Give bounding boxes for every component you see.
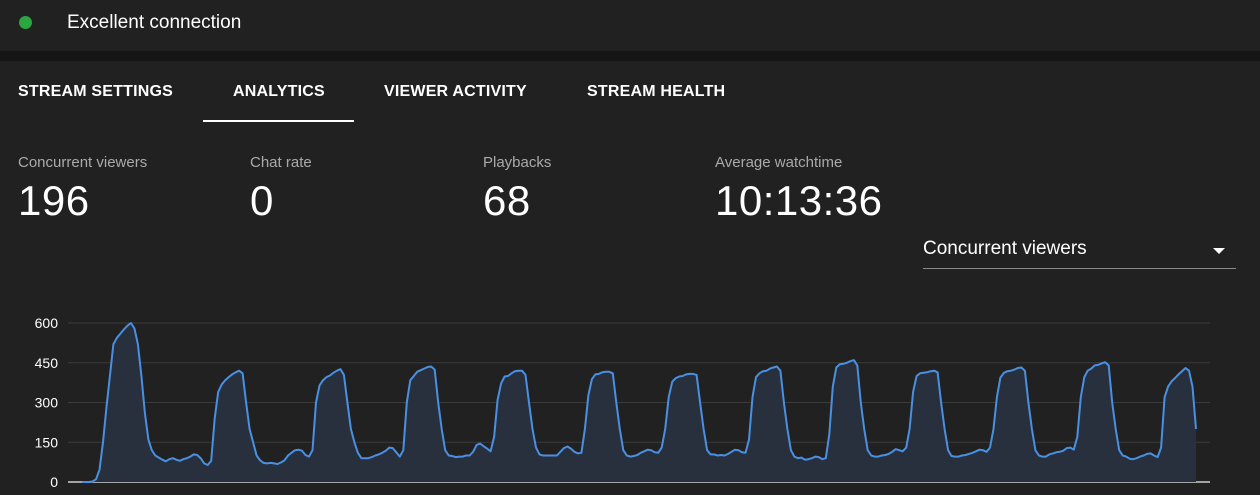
y-tick-label: 300: [35, 395, 59, 411]
metric-label: Playbacks: [483, 154, 552, 171]
tab-viewer-activity[interactable]: VIEWER ACTIVITY: [384, 83, 527, 100]
dropdown-arrow-icon: [1213, 248, 1225, 254]
y-tick-label: 600: [35, 315, 59, 331]
metric-chat-rate: Chat rate 0: [250, 154, 312, 225]
series-area: [82, 323, 1196, 482]
y-tick-label: 150: [35, 434, 59, 450]
tab-analytics[interactable]: ANALYTICS: [233, 83, 325, 100]
active-tab-indicator: [203, 120, 354, 122]
header-divider: [0, 51, 1260, 61]
dropdown-selected-value: Concurrent viewers: [923, 238, 1087, 259]
y-tick-label: 450: [35, 355, 59, 371]
chart-metric-dropdown[interactable]: Concurrent viewers: [923, 236, 1236, 269]
metric-label: Chat rate: [250, 154, 312, 171]
tab-stream-health[interactable]: STREAM HEALTH: [587, 83, 726, 100]
connection-status-icon: [19, 16, 32, 29]
metric-value: 0: [250, 177, 274, 224]
metric-concurrent-viewers: Concurrent viewers 196: [18, 154, 147, 225]
metric-value: 196: [18, 177, 90, 224]
tab-bar: STREAM SETTINGS ANALYTICS VIEWER ACTIVIT…: [0, 61, 1260, 123]
metric-value: 68: [483, 177, 531, 224]
y-tick-label: 0: [50, 474, 58, 490]
connection-status-text: Excellent connection: [67, 12, 242, 33]
connection-status-bar: Excellent connection: [0, 0, 1260, 50]
metric-value: 10:13:36: [715, 177, 883, 224]
series-line: [82, 322, 1197, 483]
metric-label: Average watchtime: [715, 154, 843, 171]
concurrent-viewers-chart: 0 150 300 450 600: [35, 315, 1210, 490]
tab-stream-settings[interactable]: STREAM SETTINGS: [18, 83, 174, 100]
metric-playbacks: Playbacks 68: [483, 154, 551, 225]
metric-label: Concurrent viewers: [18, 154, 148, 171]
metric-average-watchtime: Average watchtime 10:13:36: [715, 154, 883, 225]
